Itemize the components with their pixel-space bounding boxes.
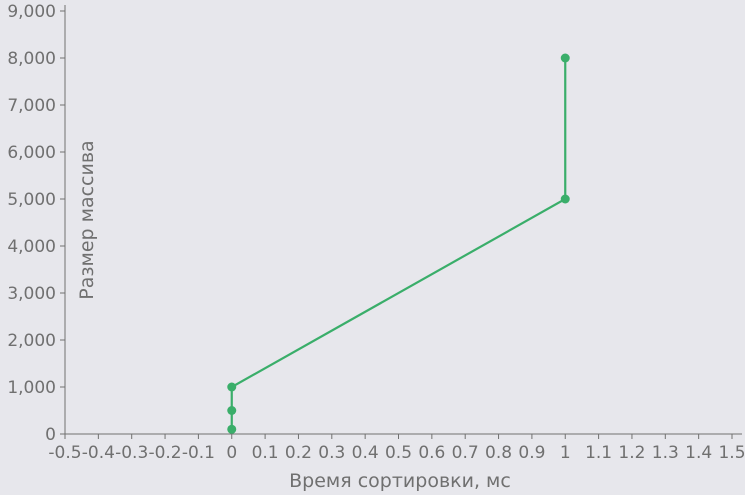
y-tick-label: 8,000 <box>7 49 56 69</box>
data-point[interactable] <box>227 406 237 415</box>
series <box>227 53 570 434</box>
x-tick-label: -0.3 <box>115 443 148 463</box>
x-tick-label: 0.1 <box>252 443 279 463</box>
x-tick-label: 1.2 <box>618 443 645 463</box>
x-tick-label: 0.5 <box>385 443 412 463</box>
y-tick-label: 0 <box>45 425 56 445</box>
x-tick-label: 0.8 <box>485 443 512 463</box>
y-tick-label: 2,000 <box>7 331 56 351</box>
x-tick-label: 0.9 <box>518 443 545 463</box>
x-tick-label: 0.4 <box>352 443 379 463</box>
x-tick-label: 0.3 <box>318 443 345 463</box>
data-point[interactable] <box>227 424 237 434</box>
y-axis-title: Размер массива <box>76 140 98 299</box>
y-tick-label: 6,000 <box>7 143 56 163</box>
x-tick-label: -0.4 <box>82 443 115 463</box>
y-axis-ticks: 0 1,000 2,000 3,000 4,000 5,000 6,000 7,000 8,00… <box>7 2 65 445</box>
x-tick-label: 0.7 <box>452 443 479 463</box>
y-tick-label: 1,000 <box>7 378 56 398</box>
y-tick-label: 9,000 <box>7 2 56 22</box>
x-tick-label: 1 <box>560 443 571 463</box>
x-tick-label: -0.5 <box>48 443 81 463</box>
data-point[interactable] <box>227 382 237 392</box>
x-tick-label: 1.4 <box>685 443 712 463</box>
x-tick-label: 0.2 <box>285 443 312 463</box>
x-tick-label: -0.2 <box>148 443 181 463</box>
x-tick-label: 0 <box>226 443 237 463</box>
x-tick-label: 1.3 <box>652 443 679 463</box>
y-tick-label: 3,000 <box>7 284 56 304</box>
x-tick-label: 0.6 <box>418 443 445 463</box>
y-tick-label: 4,000 <box>7 237 56 257</box>
x-tick-label: -0.1 <box>182 443 215 463</box>
x-tick-label: 1.5 <box>718 443 745 463</box>
x-axis-title: Время сортировки, мс <box>289 470 511 492</box>
x-tick-label: 1.1 <box>585 443 612 463</box>
data-point[interactable] <box>560 194 570 204</box>
y-tick-label: 5,000 <box>7 190 56 210</box>
series-line <box>230 58 567 430</box>
x-axis-ticks: -0.5 -0.4 -0.3 -0.2 -0.1 0 0.1 0.2 0.3 0.4 0.5 0.6 0… <box>48 434 745 463</box>
y-tick-label: 7,000 <box>7 96 56 116</box>
data-point[interactable] <box>560 53 570 63</box>
axes <box>64 5 742 435</box>
